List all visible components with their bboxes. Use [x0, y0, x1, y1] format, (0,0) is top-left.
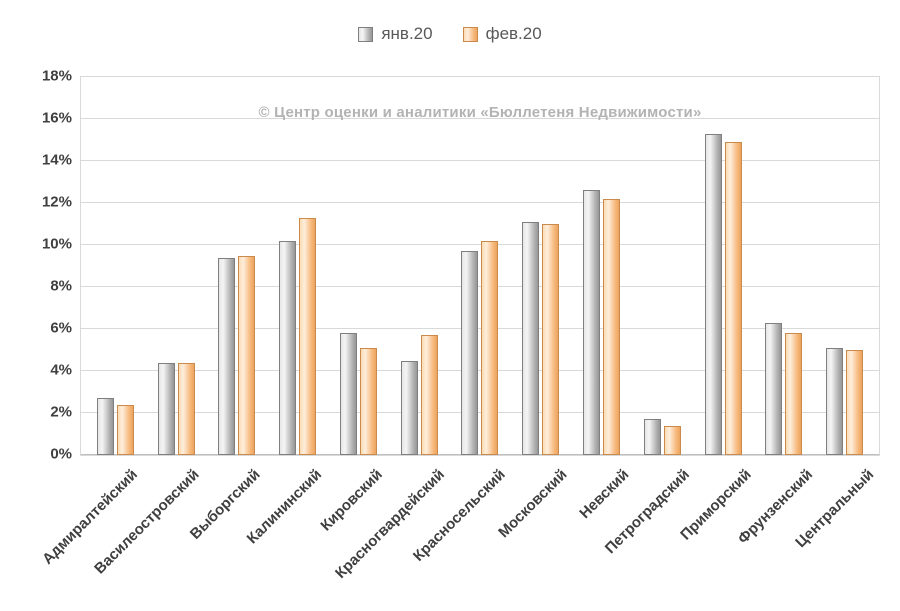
bar: [846, 350, 864, 455]
bar-group: [704, 77, 742, 455]
y-tick-label: 2%: [50, 403, 72, 421]
bar: [583, 190, 600, 455]
bar-group: [400, 77, 438, 455]
y-tick-label: 14%: [41, 151, 72, 169]
chart-legend: янв.20 фев.20: [0, 24, 900, 44]
gridline: [81, 370, 879, 371]
bar: [765, 322, 783, 455]
bar: [299, 217, 317, 455]
bar: [785, 333, 803, 455]
bar: [826, 347, 844, 455]
gridline: [81, 76, 879, 77]
gridline: [81, 244, 879, 245]
bar: [400, 360, 418, 455]
gridline: [81, 202, 879, 203]
x-label-cell: Московский: [495, 458, 575, 608]
y-tick-label: 12%: [41, 193, 72, 211]
legend-swatch-icon: [358, 26, 374, 42]
gridline: [81, 286, 879, 287]
gridline: [81, 328, 879, 329]
bar: [339, 333, 357, 455]
y-tick-label: 4%: [50, 361, 72, 379]
bar: [238, 255, 256, 455]
bar-group: [279, 77, 317, 455]
x-label-cell: Центральный: [792, 458, 882, 608]
bar-group: [765, 77, 803, 455]
bar: [420, 335, 438, 455]
bar-group: [339, 77, 377, 455]
bar: [218, 257, 236, 455]
bar: [643, 419, 661, 455]
bar: [522, 221, 540, 455]
gridline: [81, 118, 879, 119]
legend-item: фев.20: [462, 24, 542, 44]
plot-area: © Центр оценки и аналитики «Бюллетеня Не…: [80, 76, 880, 456]
bar: [116, 404, 134, 455]
y-tick-label: 0%: [50, 445, 72, 463]
bar-group: [218, 77, 256, 455]
bar: [177, 362, 195, 455]
bar: [663, 425, 681, 455]
bar: [359, 347, 377, 455]
legend-label: фев.20: [485, 24, 542, 43]
bar-group: [643, 77, 681, 455]
x-label-cell: Калининский: [244, 458, 329, 608]
bar: [724, 142, 742, 455]
bar: [603, 198, 620, 455]
x-tick-label: Невский: [575, 466, 632, 523]
x-axis-line: [81, 454, 879, 455]
y-tick-label: 18%: [41, 67, 72, 85]
bars-container: [81, 77, 879, 455]
y-axis-labels: 0% 2% 4% 6% 8% 10% 12% 14% 16% 18%: [0, 68, 72, 463]
y-tick-label: 8%: [50, 277, 72, 295]
bar-group: [461, 77, 499, 455]
x-axis-labels: Адмиралтейский Василеостровский Выборгский…: [39, 458, 886, 608]
watermark-text: © Центр оценки и аналитики «Бюллетеня Не…: [258, 104, 702, 121]
bar-group: [583, 77, 620, 455]
bar-group: [157, 77, 195, 455]
bar: [96, 398, 114, 455]
gridline: [81, 160, 879, 161]
gridline: [81, 412, 879, 413]
legend-label: янв.20: [381, 24, 433, 43]
bar: [542, 224, 560, 455]
bar-group: [522, 77, 560, 455]
y-tick-label: 16%: [41, 109, 72, 127]
legend-item: янв.20: [358, 24, 433, 44]
bar-group: [96, 77, 134, 455]
bar: [481, 240, 499, 455]
bar-group: [826, 77, 864, 455]
bar: [157, 362, 175, 455]
y-tick-label: 6%: [50, 319, 72, 337]
bar: [461, 251, 479, 455]
bar: [279, 240, 297, 455]
bar: [704, 133, 722, 455]
y-tick-label: 10%: [41, 235, 72, 253]
legend-swatch-icon: [462, 26, 478, 42]
